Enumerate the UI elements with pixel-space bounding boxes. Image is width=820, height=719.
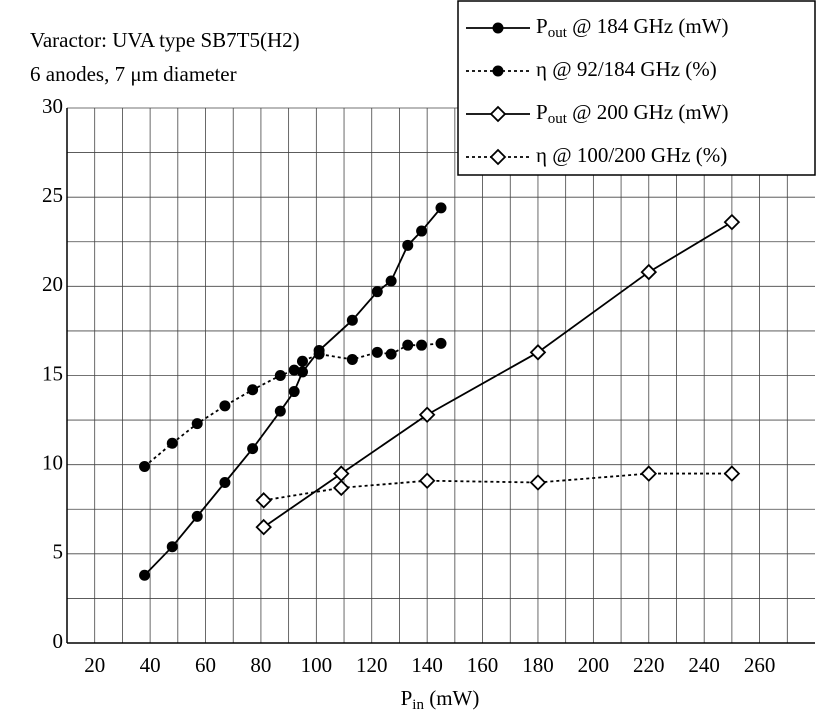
- point: [435, 337, 447, 349]
- point: [313, 348, 325, 360]
- x-tick-label: 200: [578, 653, 610, 677]
- point: [191, 418, 203, 430]
- label-part: P: [401, 686, 413, 710]
- x-axis-label: Pin (mW): [401, 686, 480, 714]
- annotation: Varactor: UVA type SB7T5(H2): [30, 28, 300, 52]
- x-tick-label: 40: [140, 653, 161, 677]
- y-tick-label: 5: [53, 540, 64, 564]
- point: [416, 339, 428, 351]
- point: [385, 275, 397, 287]
- legend-marker: [489, 148, 507, 166]
- label-part: out: [548, 25, 568, 41]
- x-tick-label: 160: [467, 653, 499, 677]
- y-tick-label: 0: [53, 629, 64, 653]
- legend-label: η @ 100/200 GHz (%): [536, 143, 727, 167]
- point: [296, 366, 308, 378]
- legend: Pout @ 184 GHz (mW) η @ 92/184 GHz (%) Pou…: [457, 0, 816, 176]
- series-line: [263, 221, 733, 528]
- legend-label: Pout @ 184 GHz (mW): [536, 14, 729, 42]
- label-part: η @ 100/200 GHz (%): [536, 143, 727, 167]
- point: [332, 479, 350, 497]
- legend-marker: [492, 22, 504, 34]
- label-part: @ 184 GHz (mW): [567, 14, 729, 38]
- label-part: η @ 92/184 GHz (%): [536, 57, 717, 81]
- legend-marker: [492, 65, 504, 77]
- point: [723, 213, 741, 231]
- point: [255, 492, 272, 509]
- point: [371, 346, 383, 358]
- point: [640, 465, 658, 482]
- annotation: 6 anodes, 7 μm diameter: [30, 62, 237, 86]
- point: [529, 344, 547, 361]
- point: [191, 510, 203, 522]
- label-part: out: [548, 111, 568, 127]
- point: [139, 569, 151, 581]
- point: [435, 202, 447, 214]
- x-tick-label: 60: [195, 653, 216, 677]
- point: [247, 443, 259, 455]
- point: [418, 472, 436, 489]
- point: [371, 286, 383, 298]
- point: [247, 384, 259, 396]
- point: [255, 518, 272, 536]
- point: [274, 370, 286, 381]
- point: [288, 386, 300, 398]
- label-part: in: [412, 697, 424, 713]
- point: [296, 355, 308, 367]
- point: [418, 406, 436, 424]
- x-tick-label: 100: [301, 653, 333, 677]
- legend-label: η @ 92/184 GHz (%): [536, 57, 717, 81]
- point: [346, 353, 358, 365]
- point: [402, 339, 414, 351]
- point: [723, 465, 741, 482]
- x-tick-label: 140: [411, 653, 443, 677]
- point: [166, 541, 178, 553]
- point: [288, 364, 300, 376]
- point: [139, 460, 151, 472]
- label-part: (mW): [424, 686, 479, 710]
- x-tick-label: 180: [522, 653, 554, 677]
- y-tick-label: 30: [42, 94, 63, 118]
- point: [274, 405, 286, 417]
- y-tick-label: 20: [42, 272, 63, 296]
- x-tick-label: 240: [688, 653, 720, 677]
- label-part: @ 200 GHz (mW): [567, 100, 729, 124]
- x-tick-label: 80: [250, 653, 271, 677]
- point: [385, 348, 397, 360]
- point: [166, 437, 178, 449]
- point: [346, 314, 358, 326]
- series-line: [143, 342, 442, 468]
- x-tick-label: 220: [633, 653, 665, 677]
- point: [416, 225, 428, 237]
- y-tick-label: 15: [42, 361, 63, 385]
- y-tick-label: 25: [42, 183, 63, 207]
- legend-marker: [489, 105, 507, 123]
- label-part: P: [536, 14, 548, 38]
- point: [640, 263, 658, 281]
- x-tick-label: 20: [84, 653, 105, 677]
- legend-label: Pout @ 200 GHz (mW): [536, 100, 729, 128]
- point: [219, 400, 231, 412]
- x-tick-label: 260: [744, 653, 776, 677]
- point: [402, 239, 414, 251]
- point: [219, 477, 231, 488]
- x-tick-label: 120: [356, 653, 388, 677]
- point: [529, 474, 547, 491]
- point: [332, 465, 350, 482]
- label-part: P: [536, 100, 548, 124]
- legend-box: [457, 0, 816, 176]
- y-tick-label: 10: [42, 450, 63, 474]
